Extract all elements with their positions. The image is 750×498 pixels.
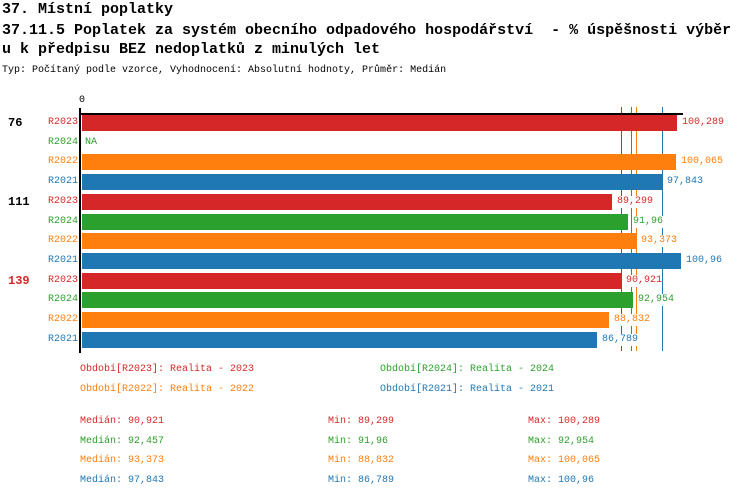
bar-value-label: 100,289 — [682, 117, 725, 129]
stat-min: Min: 86,789 — [328, 475, 395, 486]
bar-value-label: 100,96 — [686, 255, 723, 267]
row-label-R2021: R2021 — [47, 176, 78, 187]
row-label-R2022: R2022 — [47, 156, 78, 167]
legend-item-r2023: Období[R2023]: Realita - 2023 — [80, 364, 255, 375]
indicator-title-line-1: 37.11.5 Poplatek za systém obecního odpa… — [2, 22, 732, 39]
row-label-R2023: R2023 — [47, 275, 78, 286]
bar-value-label: 90,921 — [626, 275, 663, 287]
stat-median: Medián: 90,921 — [80, 416, 165, 427]
median-line-orange — [636, 107, 637, 351]
stat-median: Medián: 93,373 — [80, 455, 165, 466]
row-label-R2022: R2022 — [47, 314, 78, 325]
stat-min: Min: 91,96 — [328, 436, 389, 447]
stat-median: Medián: 92,457 — [80, 436, 165, 447]
bar-value-label: 97,843 — [667, 176, 704, 188]
bar-R2022 — [82, 233, 636, 249]
bar-value-label: 92,954 — [638, 294, 675, 306]
x-axis-line — [80, 113, 683, 115]
bar-R2022 — [82, 312, 609, 328]
row-label-R2023: R2023 — [47, 196, 78, 207]
row-label-R2024: R2024 — [47, 216, 78, 227]
bar-value-label: 91,96 — [633, 216, 664, 228]
bar-R2021 — [82, 332, 597, 348]
legend-item-r2021: Období[R2021]: Realita - 2021 — [380, 384, 555, 395]
bar-value-label: 93,373 — [641, 235, 678, 247]
y-axis-line — [79, 108, 81, 353]
row-label-R2024: R2024 — [47, 294, 78, 305]
row-label-R2022: R2022 — [47, 235, 78, 246]
x-axis-origin-tick-label: 0 — [78, 95, 85, 106]
chart-meta-line: Typ: Počítaný podle vzorce, Vyhodnocení:… — [2, 65, 447, 76]
bar-value-label: 86,789 — [602, 334, 639, 346]
bar-R2023 — [82, 194, 612, 210]
stat-median: Medián: 97,843 — [80, 475, 165, 486]
bar-R2023 — [82, 273, 621, 289]
stat-min: Min: 88,832 — [328, 455, 395, 466]
bar-R2022 — [82, 154, 676, 170]
row-label-R2021: R2021 — [47, 255, 78, 266]
legend-item-r2024: Období[R2024]: Realita - 2024 — [380, 364, 555, 375]
stat-max: Max: 100,289 — [528, 416, 601, 427]
stat-max: Max: 100,96 — [528, 475, 595, 486]
bar-R2024 — [82, 214, 628, 230]
bar-value-label: NA — [85, 137, 98, 149]
median-line-green — [631, 107, 632, 351]
bar-R2024 — [82, 292, 633, 308]
group-label-139: 139 — [8, 274, 30, 288]
stat-max: Max: 92,954 — [528, 436, 595, 447]
report-section-title: 37. Místní poplatky — [2, 1, 174, 18]
row-label-R2024: R2024 — [47, 137, 78, 148]
indicator-title-line-2: u k předpisu BEZ nedoplatků z minulých l… — [2, 41, 381, 58]
row-label-R2021: R2021 — [47, 334, 78, 345]
bar-R2021 — [82, 253, 681, 269]
legend-item-r2022: Období[R2022]: Realita - 2022 — [80, 384, 255, 395]
stat-max: Max: 100,065 — [528, 455, 601, 466]
stat-min: Min: 89,299 — [328, 416, 395, 427]
bar-R2023 — [82, 115, 677, 131]
row-label-R2023: R2023 — [47, 117, 78, 128]
group-label-111: 111 — [8, 195, 30, 209]
bar-value-label: 89,299 — [617, 196, 654, 208]
group-label-76: 76 — [8, 116, 23, 130]
bar-R2021 — [82, 174, 662, 190]
bar-value-label: 88,832 — [614, 314, 651, 326]
bar-value-label: 100,065 — [681, 156, 724, 168]
median-line-blue — [662, 107, 663, 351]
